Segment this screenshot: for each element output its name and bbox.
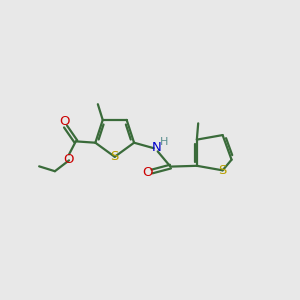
Text: O: O — [142, 166, 152, 178]
Text: O: O — [60, 115, 70, 128]
Text: S: S — [218, 164, 227, 177]
Text: O: O — [64, 153, 74, 166]
Text: S: S — [110, 150, 119, 163]
Text: N: N — [152, 141, 161, 154]
Text: H: H — [160, 137, 168, 147]
